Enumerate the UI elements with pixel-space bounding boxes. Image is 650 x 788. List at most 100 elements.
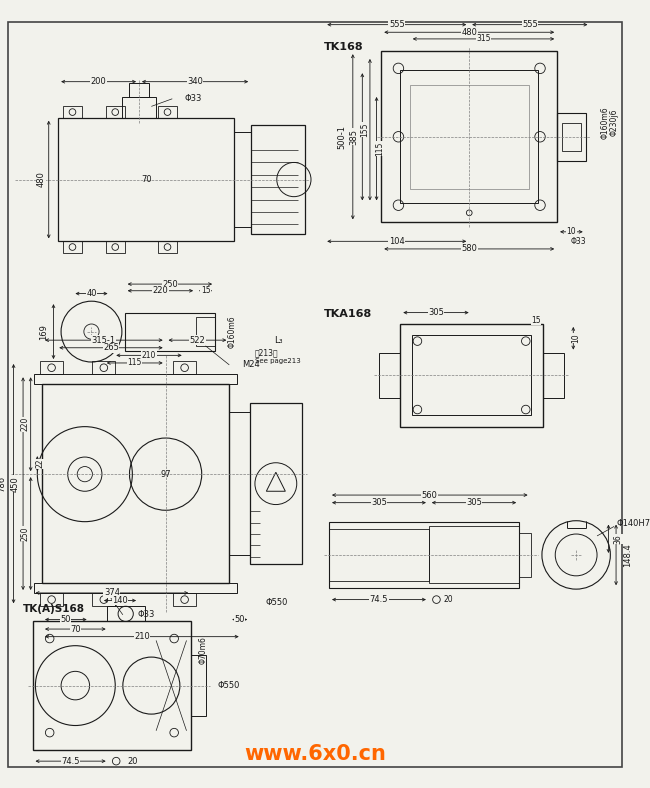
Text: 50: 50 xyxy=(60,615,71,624)
Bar xyxy=(34,374,237,384)
Text: Φ160m6: Φ160m6 xyxy=(600,106,609,139)
Text: Φ160m6: Φ160m6 xyxy=(227,315,237,348)
Text: 115: 115 xyxy=(127,359,142,367)
Text: 305: 305 xyxy=(371,498,387,507)
Text: 480: 480 xyxy=(36,172,46,188)
Text: www.6x0.cn: www.6x0.cn xyxy=(244,745,385,764)
Text: 115: 115 xyxy=(375,142,384,156)
Text: 169: 169 xyxy=(40,324,49,340)
Text: 10: 10 xyxy=(567,227,576,236)
Text: TKA168: TKA168 xyxy=(324,310,372,319)
Text: Φ230j6: Φ230j6 xyxy=(610,109,619,136)
Text: 250: 250 xyxy=(20,526,29,541)
Text: 315: 315 xyxy=(476,35,491,43)
Bar xyxy=(125,313,215,351)
Text: 40: 40 xyxy=(86,289,97,298)
Bar xyxy=(106,106,125,117)
Text: 480: 480 xyxy=(462,28,477,37)
Text: 555: 555 xyxy=(522,20,538,29)
Bar xyxy=(173,361,196,374)
Text: Φ33: Φ33 xyxy=(185,95,202,103)
Text: 97: 97 xyxy=(161,470,171,478)
Bar xyxy=(250,403,302,564)
Bar xyxy=(58,117,234,241)
Text: Φ70m6: Φ70m6 xyxy=(198,636,207,664)
Text: 70: 70 xyxy=(141,175,151,184)
Text: Φ140H7: Φ140H7 xyxy=(616,519,650,528)
Text: 140: 140 xyxy=(112,596,128,605)
Text: 22: 22 xyxy=(36,459,45,468)
Text: 315-1: 315-1 xyxy=(92,336,116,344)
Bar xyxy=(122,97,156,117)
Bar xyxy=(32,622,191,749)
Bar xyxy=(34,583,237,593)
Text: L₃: L₃ xyxy=(274,336,283,344)
Text: Φ33: Φ33 xyxy=(137,610,155,619)
Text: See page213: See page213 xyxy=(255,358,301,364)
Bar xyxy=(63,106,82,117)
Bar xyxy=(329,530,429,581)
Text: 555: 555 xyxy=(389,20,405,29)
Bar xyxy=(234,132,251,227)
Text: 15: 15 xyxy=(531,316,541,325)
Text: 148.4: 148.4 xyxy=(623,543,632,567)
Bar xyxy=(40,361,63,374)
Text: 104: 104 xyxy=(389,237,405,246)
Text: 560: 560 xyxy=(422,491,437,500)
Bar xyxy=(196,318,215,346)
Text: 155: 155 xyxy=(359,122,369,137)
Bar xyxy=(191,655,205,716)
Bar xyxy=(400,70,538,203)
Text: 10: 10 xyxy=(571,333,580,343)
Text: 15: 15 xyxy=(201,286,211,296)
Bar xyxy=(411,336,532,415)
Bar xyxy=(557,113,586,161)
Text: 265: 265 xyxy=(103,344,119,352)
Bar xyxy=(92,593,115,606)
Text: 385: 385 xyxy=(349,128,358,145)
Text: TK(A)S168: TK(A)S168 xyxy=(23,604,85,614)
Bar xyxy=(543,352,564,398)
Text: 50: 50 xyxy=(235,615,245,624)
Bar xyxy=(400,324,543,426)
Text: 210: 210 xyxy=(142,351,156,360)
Text: 500-1: 500-1 xyxy=(337,125,346,149)
Bar xyxy=(92,361,115,374)
Text: 70: 70 xyxy=(70,625,81,634)
Text: Φ33: Φ33 xyxy=(570,237,586,246)
Text: Φ550: Φ550 xyxy=(266,598,288,607)
Bar xyxy=(42,384,229,583)
Bar xyxy=(158,241,177,253)
Text: 450: 450 xyxy=(11,476,20,492)
Text: 210: 210 xyxy=(134,632,150,641)
Text: 250: 250 xyxy=(162,280,177,288)
Text: 786: 786 xyxy=(0,476,6,492)
Bar xyxy=(329,522,519,588)
Text: 220: 220 xyxy=(153,286,168,296)
Bar xyxy=(173,593,196,606)
Bar xyxy=(158,106,177,117)
Text: 305: 305 xyxy=(428,308,444,317)
Bar xyxy=(519,533,530,577)
Text: 522: 522 xyxy=(190,336,205,344)
Text: 74.5: 74.5 xyxy=(370,595,388,604)
Text: 20: 20 xyxy=(443,595,452,604)
Bar xyxy=(429,526,519,583)
Bar xyxy=(229,412,250,555)
Text: TK168: TK168 xyxy=(324,42,364,51)
Bar xyxy=(107,606,145,622)
Bar xyxy=(251,125,306,234)
Bar xyxy=(382,51,557,222)
Text: Φ550: Φ550 xyxy=(218,681,240,690)
Text: 见213页: 见213页 xyxy=(255,348,279,357)
Bar xyxy=(129,83,150,97)
Text: 305: 305 xyxy=(466,498,482,507)
Text: 374: 374 xyxy=(104,589,120,597)
Text: 340: 340 xyxy=(187,77,203,86)
Bar xyxy=(106,241,125,253)
Text: 20: 20 xyxy=(127,756,138,766)
Text: 74.5: 74.5 xyxy=(61,756,80,766)
Text: 220: 220 xyxy=(20,417,29,432)
Text: 580: 580 xyxy=(462,244,477,254)
Text: 36: 36 xyxy=(614,534,623,544)
